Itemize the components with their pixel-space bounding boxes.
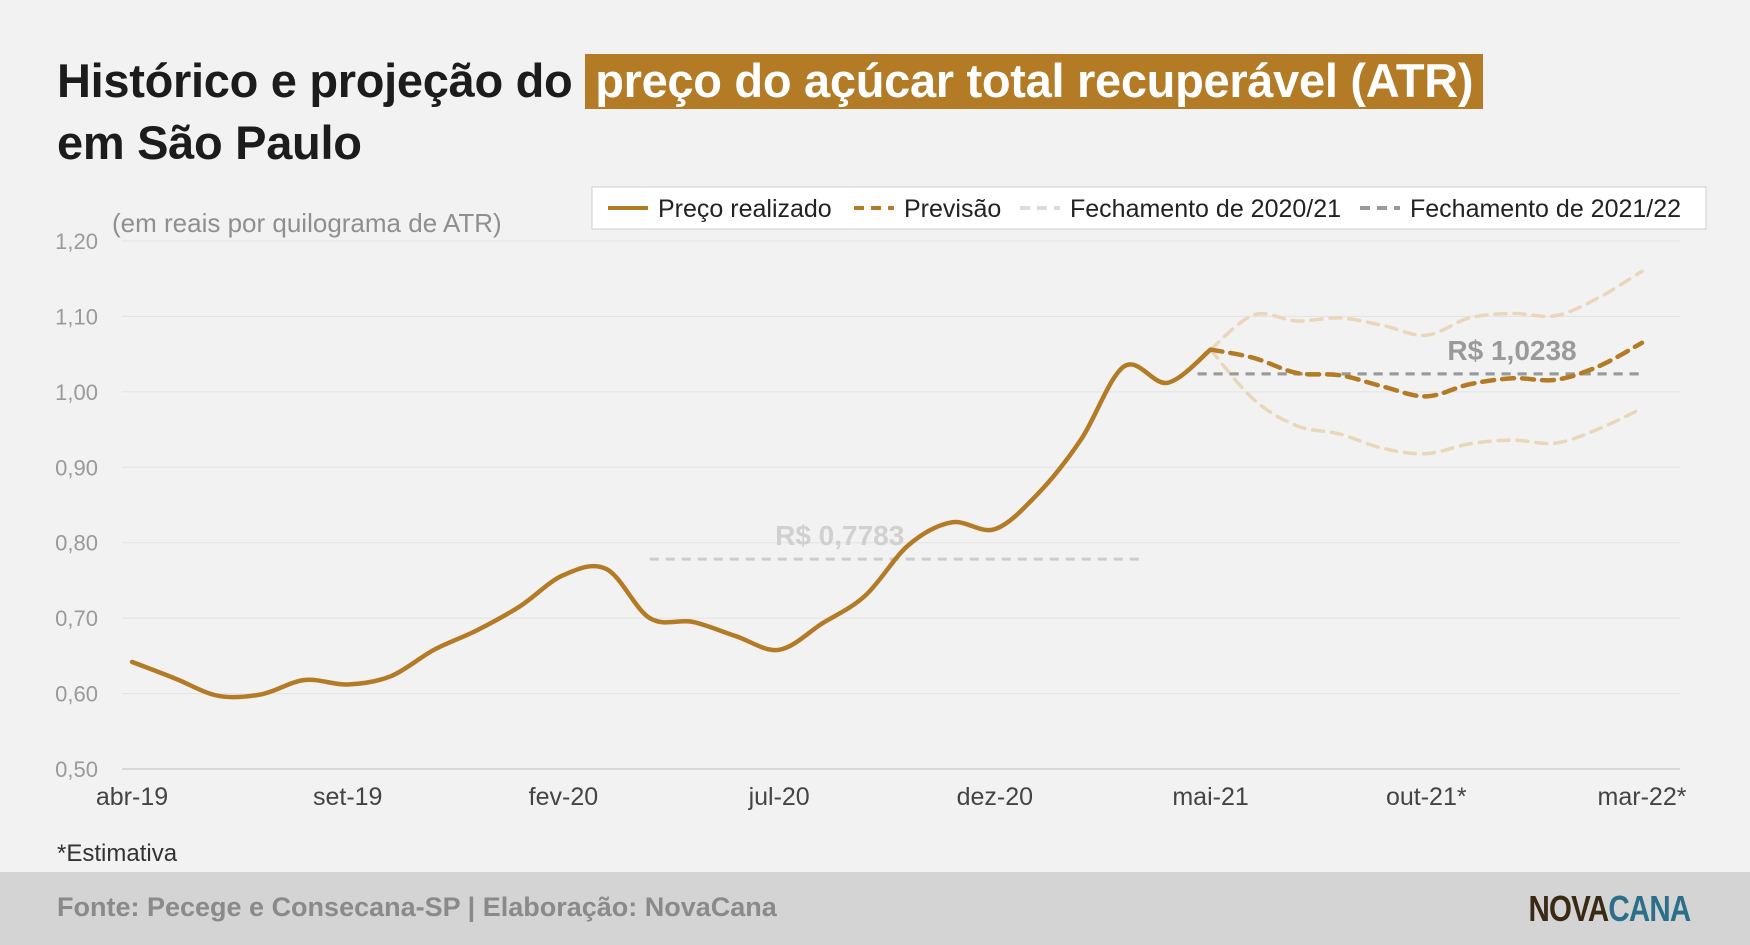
line-chart: 0,50 0,60 0,70 0,80 0,90 1,00 1,10 1,20 abr-19 se…	[55, 186, 1707, 811]
logo-part-b: CANA	[1608, 888, 1691, 929]
source-text: Fonte: Pecege e Consecana-SP | Elaboraçã…	[57, 892, 777, 922]
band-line-lower	[1208, 347, 1644, 456]
legend-label: Fechamento de 2021/22	[1410, 195, 1681, 223]
x-tick-label: mai-21	[1172, 783, 1248, 811]
x-tick-label: fev-20	[529, 783, 598, 811]
title-prefix: Histórico e projeção do	[57, 54, 586, 107]
band-line-upper	[1208, 269, 1644, 352]
legend-label: Fechamento de 2020/21	[1070, 195, 1341, 223]
legend-box	[591, 186, 1707, 230]
logo-part-a: NOVA	[1528, 888, 1609, 929]
x-tick-label: out-21*	[1386, 783, 1467, 811]
footer-bar: Fonte: Pecege e Consecana-SP | Elaboraçã…	[0, 872, 1750, 945]
legend-label: Preço realizado	[658, 195, 832, 223]
y-tick-label: 0,80	[55, 531, 98, 556]
x-tick-label: jul-20	[748, 783, 810, 811]
x-tick-label: dez-20	[957, 783, 1033, 811]
y-tick-label: 0,90	[55, 455, 98, 480]
unit-label: (em reais por quilograma de ATR)	[112, 208, 502, 238]
footnote: *Estimativa	[57, 840, 178, 867]
x-tick-label: abr-19	[96, 783, 168, 811]
novacana-logo: NOVACANA	[1528, 888, 1691, 930]
series-line	[1208, 340, 1645, 399]
y-tick-label: 1,00	[55, 380, 98, 405]
y-tick-label: 0,50	[55, 757, 98, 782]
title-line2: em São Paulo	[57, 116, 362, 169]
y-tick-label: 0,60	[55, 682, 98, 707]
legend-label: Previsão	[904, 195, 1001, 223]
series-line	[129, 347, 1213, 700]
y-tick-label: 0,70	[55, 606, 98, 631]
x-tick-label: mar-22*	[1598, 783, 1687, 811]
chart-title: Histórico e projeção do preço do açúcar …	[57, 50, 1484, 174]
reference-label: R$ 1,0238	[1447, 335, 1576, 366]
reference-label: R$ 0,7783	[775, 520, 904, 551]
y-tick-label: 1,10	[55, 304, 98, 329]
title-highlight: preço do açúcar total recuperável (ATR)	[585, 54, 1484, 109]
y-tick-label: 1,20	[55, 229, 98, 254]
x-tick-label: set-19	[313, 783, 382, 811]
